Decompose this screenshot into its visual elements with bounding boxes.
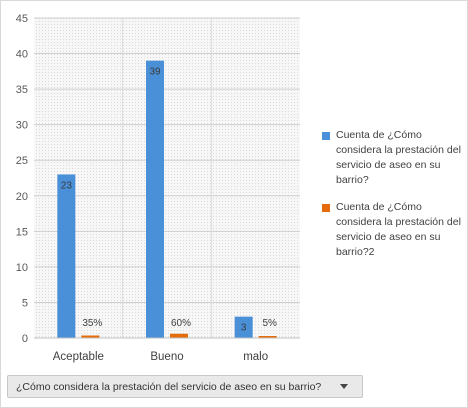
bar-label-percent: 35% [82,318,102,329]
bar-label-count: 39 [149,67,161,78]
bar-percent-bueno [170,333,188,338]
y-axis-ticks: 0 5 10 15 20 25 30 35 40 45 [16,13,28,345]
y-tick-label: 0 [22,333,28,345]
field-filter-dropdown[interactable]: ¿Cómo considera la prestación del servic… [7,375,363,398]
filter-dropdown-label: ¿Cómo considera la prestación del servic… [16,380,322,393]
bar-label-percent: 5% [262,318,277,329]
bar-percent-aceptable [81,335,100,338]
y-tick-label: 5 [22,297,28,309]
legend-item-percent: Cuenta de ¿Cómo considera la prestación … [322,200,466,260]
y-tick-label: 45 [16,13,28,25]
bars [57,60,277,339]
y-tick-label: 40 [16,49,28,61]
legend-item-count: Cuenta de ¿Cómo considera la prestación … [322,128,466,188]
y-tick-label: 25 [16,155,28,167]
legend: Cuenta de ¿Cómo considera la prestación … [322,128,466,272]
legend-label-count: Cuenta de ¿Cómo considera la prestación … [336,129,461,186]
legend-swatch-percent [322,204,330,212]
plot-area [34,18,300,338]
y-tick-label: 15 [16,226,28,238]
category-label: Aceptable [53,351,104,363]
x-axis-category-labels: Aceptable Bueno malo [53,351,268,363]
bar-count-bueno [146,60,164,339]
legend-swatch-count [322,132,330,140]
y-tick-label: 20 [16,191,28,203]
gridlines [34,17,300,303]
bar-label-count: 23 [61,180,73,191]
chevron-down-icon[interactable] [340,384,348,389]
bar-label-percent: 60% [171,318,191,329]
category-label: Bueno [150,351,183,363]
bar-count-aceptable [57,174,76,338]
category-separators [122,18,212,338]
y-tick-label: 30 [16,120,28,132]
category-label: malo [243,351,268,363]
y-tick-label: 10 [16,262,28,274]
bar-percent-malo [258,336,277,338]
y-tick-label: 35 [16,84,28,96]
bar-count-malo [234,316,253,338]
legend-label-percent: Cuenta de ¿Cómo considera la prestación … [336,201,461,258]
bar-label-count: 3 [241,323,247,334]
